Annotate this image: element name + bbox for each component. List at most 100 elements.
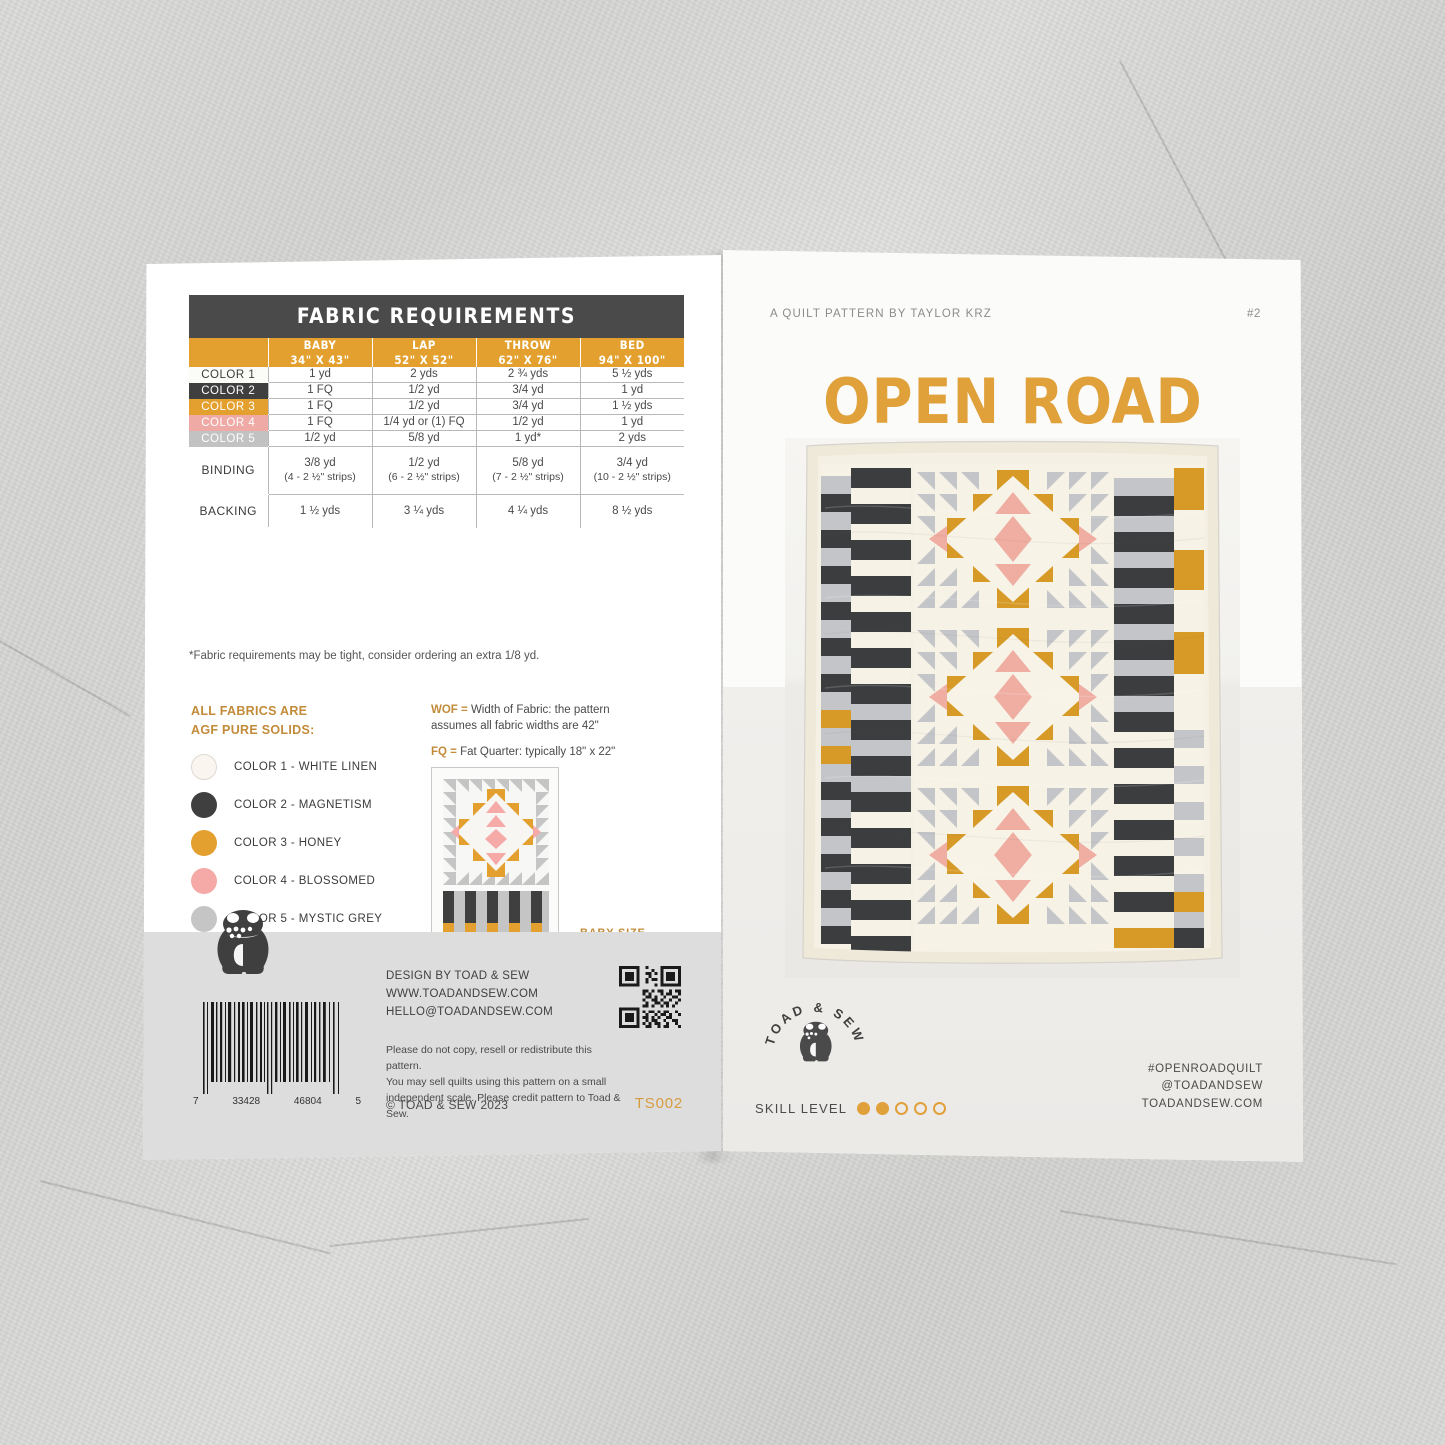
table-row: BINDING 3/8 yd (4 - 2 ½" strips) 1/2 yd … — [189, 446, 684, 495]
col-dims: 52" X 52" — [394, 352, 454, 367]
cell: 3 ¼ yds — [371, 494, 476, 528]
cell-value: 5/8 yd — [512, 457, 544, 470]
color-swatch-icon — [191, 829, 217, 856]
cell: 1/2 yd — [267, 430, 372, 448]
column-header-lap: LAP 52" X 52" — [371, 338, 476, 368]
barcode-digit: 7 — [193, 1096, 199, 1107]
cell: 1 yd* — [475, 430, 580, 448]
row-label-color-1: COLOR 1 — [189, 367, 268, 383]
table-row: COLOR 1 1 yd 2 yds 2 ¾ yds 5 ½ yds — [189, 367, 684, 384]
color-swatch-icon — [191, 791, 217, 818]
cell: 3/4 yd — [475, 398, 580, 416]
cell: 1 yd — [579, 382, 684, 400]
list-item: COLOR 2 - MAGNETISM — [191, 791, 441, 818]
cell: 2 ¾ yds — [475, 367, 580, 384]
list-item: COLOR 1 - WHITE LINEN — [191, 753, 441, 780]
cell: 1 ½ yds — [267, 494, 372, 528]
col-name: LAP — [412, 338, 436, 352]
legend-label: COLOR 3 - HONEY — [234, 836, 342, 849]
license-line: You may sell quilts using this pattern o… — [386, 1076, 607, 1089]
license-line: independent scale. Please credit pattern… — [386, 1092, 621, 1121]
cell: 5 ½ yds — [579, 367, 684, 384]
hashtag: #OPENROADQUILT — [1147, 1062, 1263, 1075]
page-title: OPEN ROAD — [823, 365, 1203, 438]
table-header-row: BABY 34" X 43" LAP 52" X 52" THROW 62" X… — [189, 338, 684, 368]
fq-term: FQ = — [431, 745, 457, 758]
wof-text: Width of Fabric: the pattern assumes all… — [431, 704, 610, 733]
toad-and-sew-logo-icon: TOAD & SEW — [762, 1000, 865, 1062]
cell: 1/2 yd — [475, 414, 580, 432]
social-handles: #OPENROADQUILT @TOADANDSEW TOADANDSEW.CO… — [1142, 1061, 1263, 1114]
color-swatch-icon — [191, 867, 217, 894]
abbreviation-definitions: WOF = Width of Fabric: the pattern assum… — [431, 702, 646, 769]
col-name: BED — [619, 338, 645, 352]
cell: 1 FQ — [267, 414, 372, 432]
cell-value: 3/8 yd — [304, 457, 336, 470]
baby-size-diagram — [431, 767, 559, 947]
pattern-number: #2 — [1247, 308, 1261, 320]
cell-value: 1/2 yd — [408, 457, 440, 470]
legend-label: COLOR 5 - MYSTIC GREY — [234, 912, 383, 925]
fabric-requirements-table: FABRIC REQUIREMENTS BABY 34" X 43" LAP 5… — [189, 295, 684, 528]
color-swatch-icon — [191, 753, 217, 780]
cell: 1/2 yd — [371, 398, 476, 416]
row-label-color-3: COLOR 3 — [189, 398, 268, 415]
cover-header: A QUILT PATTERN BY TAYLOR KRZ #2 — [770, 308, 1261, 320]
website-url[interactable]: TOADANDSEW.COM — [1141, 1098, 1263, 1111]
cell: 4 ¼ yds — [475, 494, 580, 528]
skill-dot-empty — [914, 1102, 928, 1115]
cell: 1 FQ — [267, 382, 372, 400]
qr-code-icon[interactable] — [619, 966, 681, 1028]
skill-level-dots — [857, 1102, 947, 1115]
sku-code: TS002 — [634, 1095, 683, 1112]
cell: 1/2 yd (6 - 2 ½" strips) — [371, 446, 476, 495]
col-dims: 94" X 100" — [598, 352, 666, 367]
design-credit: DESIGN BY TOAD & SEW — [386, 970, 530, 982]
front-cover-page: A QUILT PATTERN BY TAYLOR KRZ #2 OPEN RO… — [723, 250, 1303, 1162]
table-row: COLOR 2 1 FQ 1/2 yd 3/4 yd 1 yd — [189, 382, 684, 400]
col-name: BABY — [303, 338, 337, 352]
barcode-digit: 5 — [355, 1096, 361, 1107]
license-notice: Please do not copy, resell or redistribu… — [386, 1043, 626, 1123]
cell: 1 yd — [267, 367, 372, 384]
list-item: COLOR 3 - HONEY — [191, 829, 441, 856]
email-address[interactable]: HELLO@TOADANDSEW.COM — [386, 1005, 553, 1018]
col-name: THROW — [504, 338, 552, 352]
color-swatch-icon — [191, 905, 217, 932]
row-label-binding: BINDING — [201, 463, 255, 478]
table-footnote: *Fabric requirements may be tight, consi… — [189, 650, 540, 662]
quilt-layout-diagram-icon — [439, 775, 553, 941]
back-cover-footer: 7 33428 46804 5 DESIGN BY TOAD & SEW WWW… — [143, 910, 721, 1160]
cell-sub: (4 - 2 ½" strips) — [284, 471, 356, 484]
table-row: COLOR 5 1/2 yd 5/8 yd 1 yd* 2 yds — [189, 430, 684, 448]
row-label-color-4: COLOR 4 — [189, 414, 268, 431]
col-dims: 62" X 76" — [498, 352, 558, 367]
column-header-throw: THROW 62" X 76" — [475, 338, 580, 368]
row-label-color-5: COLOR 5 — [189, 430, 268, 447]
table-row: COLOR 4 1 FQ 1/4 yd or (1) FQ 1/2 yd 1 y… — [189, 414, 684, 432]
barcode-digit: 33428 — [232, 1096, 261, 1107]
toad-logo-icon — [203, 904, 283, 989]
legend-title: ALL FABRICS ARE AGF PURE SOLIDS: — [191, 702, 441, 740]
quilt-photo — [785, 438, 1240, 978]
legend-title-line-2: AGF PURE SOLIDS: — [191, 722, 315, 737]
cell: 1 ½ yds — [579, 398, 684, 416]
skill-level-label: SKILL LEVEL — [755, 1101, 848, 1116]
cell-value: 3/4 yd — [616, 457, 648, 470]
cell-sub: (6 - 2 ½" strips) — [388, 471, 460, 484]
column-header-bed: BED 94" X 100" — [579, 338, 684, 368]
legend-label: COLOR 1 - WHITE LINEN — [234, 760, 378, 773]
legend-title-line-1: ALL FABRICS ARE — [191, 704, 308, 718]
list-item: COLOR 5 - MYSTIC GREY — [191, 905, 441, 932]
row-label-color-2: COLOR 2 — [189, 382, 268, 399]
footer-contact-block: DESIGN BY TOAD & SEW WWW.TOADANDSEW.COM … — [386, 968, 626, 1123]
license-line: Please do not copy, resell or redistribu… — [386, 1044, 592, 1073]
skill-dot-empty — [933, 1102, 947, 1115]
table-row: COLOR 3 1 FQ 1/2 yd 3/4 yd 1 ½ yds — [189, 398, 684, 416]
cell: 5/8 yd (7 - 2 ½" strips) — [475, 446, 580, 495]
skill-dot-filled — [857, 1102, 871, 1115]
header-corner-cell — [189, 338, 268, 368]
website-url[interactable]: WWW.TOADANDSEW.COM — [386, 987, 539, 1000]
fabric-legend: ALL FABRICS ARE AGF PURE SOLIDS: COLOR 1… — [191, 702, 441, 944]
